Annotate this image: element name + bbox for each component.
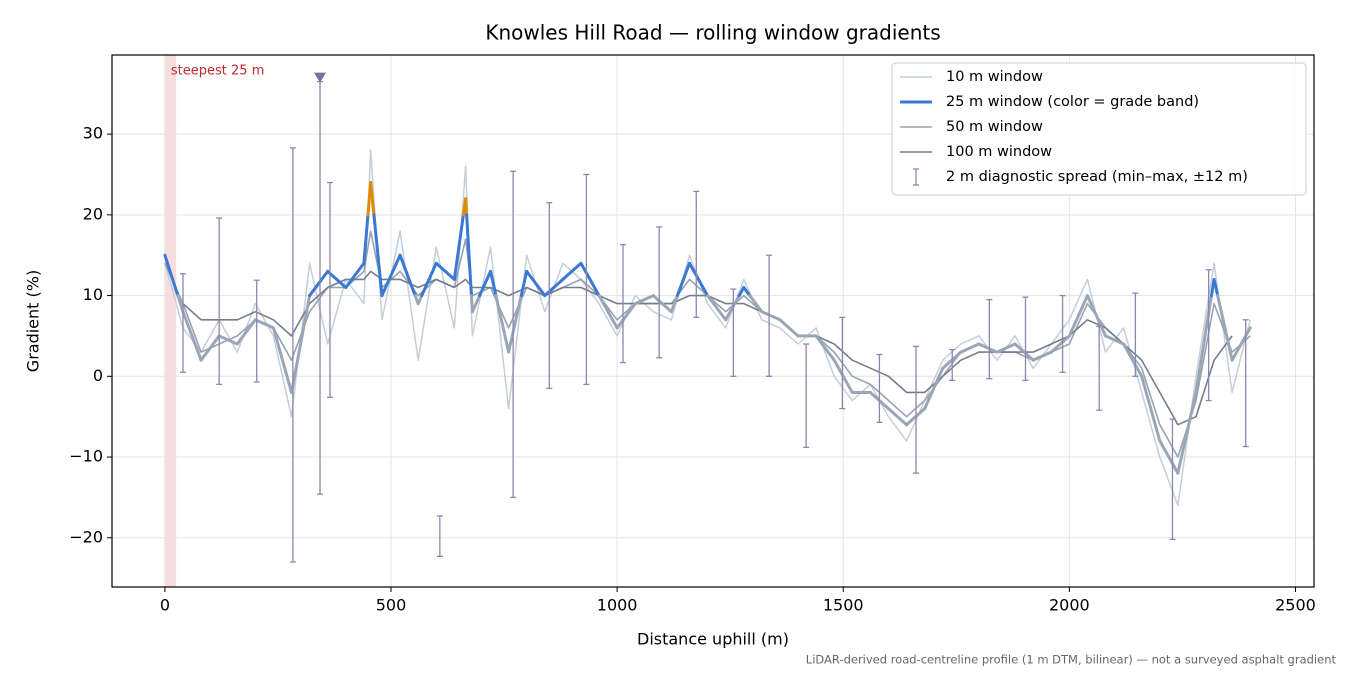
series-segment bbox=[253, 318, 275, 330]
x-tick-label: 1500 bbox=[823, 596, 864, 615]
y-tick-label: −10 bbox=[69, 447, 103, 466]
series-segment bbox=[1067, 294, 1089, 338]
series-segment bbox=[1031, 350, 1053, 362]
series-segment bbox=[235, 318, 257, 346]
legend-label: 10 m window bbox=[946, 69, 1043, 85]
footnote: LiDAR-derived road-centreline profile (1… bbox=[806, 653, 1337, 667]
series-segment bbox=[452, 213, 465, 281]
series-segment bbox=[271, 326, 294, 394]
x-tick-label: 1000 bbox=[597, 596, 638, 615]
series-segment bbox=[308, 269, 330, 298]
series-segment bbox=[1212, 277, 1220, 298]
series-segment bbox=[778, 318, 800, 338]
series-segment bbox=[1230, 326, 1252, 362]
y-tick-label: 10 bbox=[83, 285, 103, 304]
series-segment bbox=[814, 334, 836, 362]
series-segment bbox=[1013, 342, 1035, 362]
x-tick-label: 0 bbox=[160, 596, 170, 615]
series-line bbox=[164, 149, 1251, 507]
series-segment bbox=[489, 269, 498, 298]
series-segment bbox=[525, 269, 547, 298]
series-line bbox=[164, 230, 1251, 458]
series-segment bbox=[615, 302, 637, 330]
series-segment bbox=[176, 294, 185, 314]
series-segment bbox=[1158, 439, 1180, 475]
series-segment bbox=[470, 294, 482, 314]
series-segment bbox=[369, 181, 376, 217]
series-segment bbox=[832, 358, 854, 394]
steepest-marker bbox=[314, 72, 327, 83]
series-segment bbox=[1140, 374, 1162, 443]
x-axis-label: Distance uphill (m) bbox=[637, 630, 789, 649]
series-segment bbox=[886, 407, 909, 427]
series-segment bbox=[1049, 334, 1071, 354]
series-segment bbox=[199, 334, 221, 362]
series-segment bbox=[326, 269, 348, 289]
legend-box bbox=[891, 62, 1307, 196]
plot-frame bbox=[111, 54, 1315, 588]
series-segment bbox=[478, 269, 493, 298]
y-axis-label: Gradient (%) bbox=[24, 270, 43, 372]
x-tick-label: 500 bbox=[376, 596, 407, 615]
series-segment bbox=[959, 342, 981, 354]
series-segment bbox=[1176, 390, 1198, 475]
series-segment bbox=[995, 342, 1017, 354]
series-segment bbox=[1104, 334, 1126, 346]
y-tick-label: 30 bbox=[83, 124, 103, 143]
series-segment bbox=[977, 342, 999, 354]
y-tick-label: 20 bbox=[83, 204, 103, 223]
series-segment bbox=[1085, 294, 1108, 338]
series-segment bbox=[651, 294, 673, 314]
series-segment bbox=[434, 261, 456, 281]
series-segment bbox=[362, 213, 370, 265]
y-tick-label: 0 bbox=[93, 366, 103, 385]
series-segment bbox=[290, 294, 312, 394]
series-segment bbox=[579, 261, 601, 298]
series-segment bbox=[706, 294, 728, 322]
legend-label: 100 m window bbox=[946, 144, 1052, 160]
series-segment bbox=[380, 253, 402, 298]
series-segment bbox=[748, 294, 764, 314]
y-tick-label: −20 bbox=[69, 527, 103, 546]
series-segment bbox=[1122, 342, 1144, 378]
series-segment bbox=[543, 277, 565, 298]
steepest-label: steepest 25 m bbox=[171, 64, 264, 79]
series-line bbox=[182, 270, 1233, 426]
series-segment bbox=[464, 197, 469, 217]
legend-label: 2 m diagnostic spread (min–max, ±12 m) bbox=[946, 169, 1248, 185]
series-segment bbox=[669, 294, 679, 314]
series-segment bbox=[675, 261, 691, 298]
legend-label: 25 m window (color = grade band) bbox=[946, 94, 1199, 110]
series-segment bbox=[465, 213, 473, 298]
series-segment bbox=[217, 334, 239, 346]
series-segment bbox=[1216, 294, 1234, 362]
series-segment bbox=[398, 253, 417, 298]
series-segment bbox=[724, 294, 741, 322]
series-segment bbox=[507, 294, 523, 354]
series-segment bbox=[687, 261, 710, 298]
x-tick-label: 2000 bbox=[1049, 596, 1090, 615]
series-segment bbox=[494, 294, 511, 354]
series-segment bbox=[742, 285, 752, 298]
series-segment bbox=[420, 261, 438, 298]
series-segment bbox=[760, 310, 782, 322]
series-segment bbox=[597, 294, 619, 330]
x-tick-label: 2500 bbox=[1275, 596, 1316, 615]
plot-area bbox=[163, 80, 1252, 563]
series-segment bbox=[633, 294, 655, 306]
series-segment bbox=[163, 253, 180, 298]
series-segment bbox=[561, 261, 583, 281]
legend-label: 50 m window bbox=[946, 119, 1043, 135]
chart-title: Knowles Hill Road — rolling window gradi… bbox=[485, 21, 940, 45]
series-segment bbox=[181, 310, 203, 362]
series-segment bbox=[344, 261, 366, 289]
series-segment bbox=[519, 269, 529, 298]
series-segment bbox=[372, 213, 384, 298]
series-segment bbox=[923, 366, 945, 411]
steepest-band bbox=[164, 55, 177, 587]
